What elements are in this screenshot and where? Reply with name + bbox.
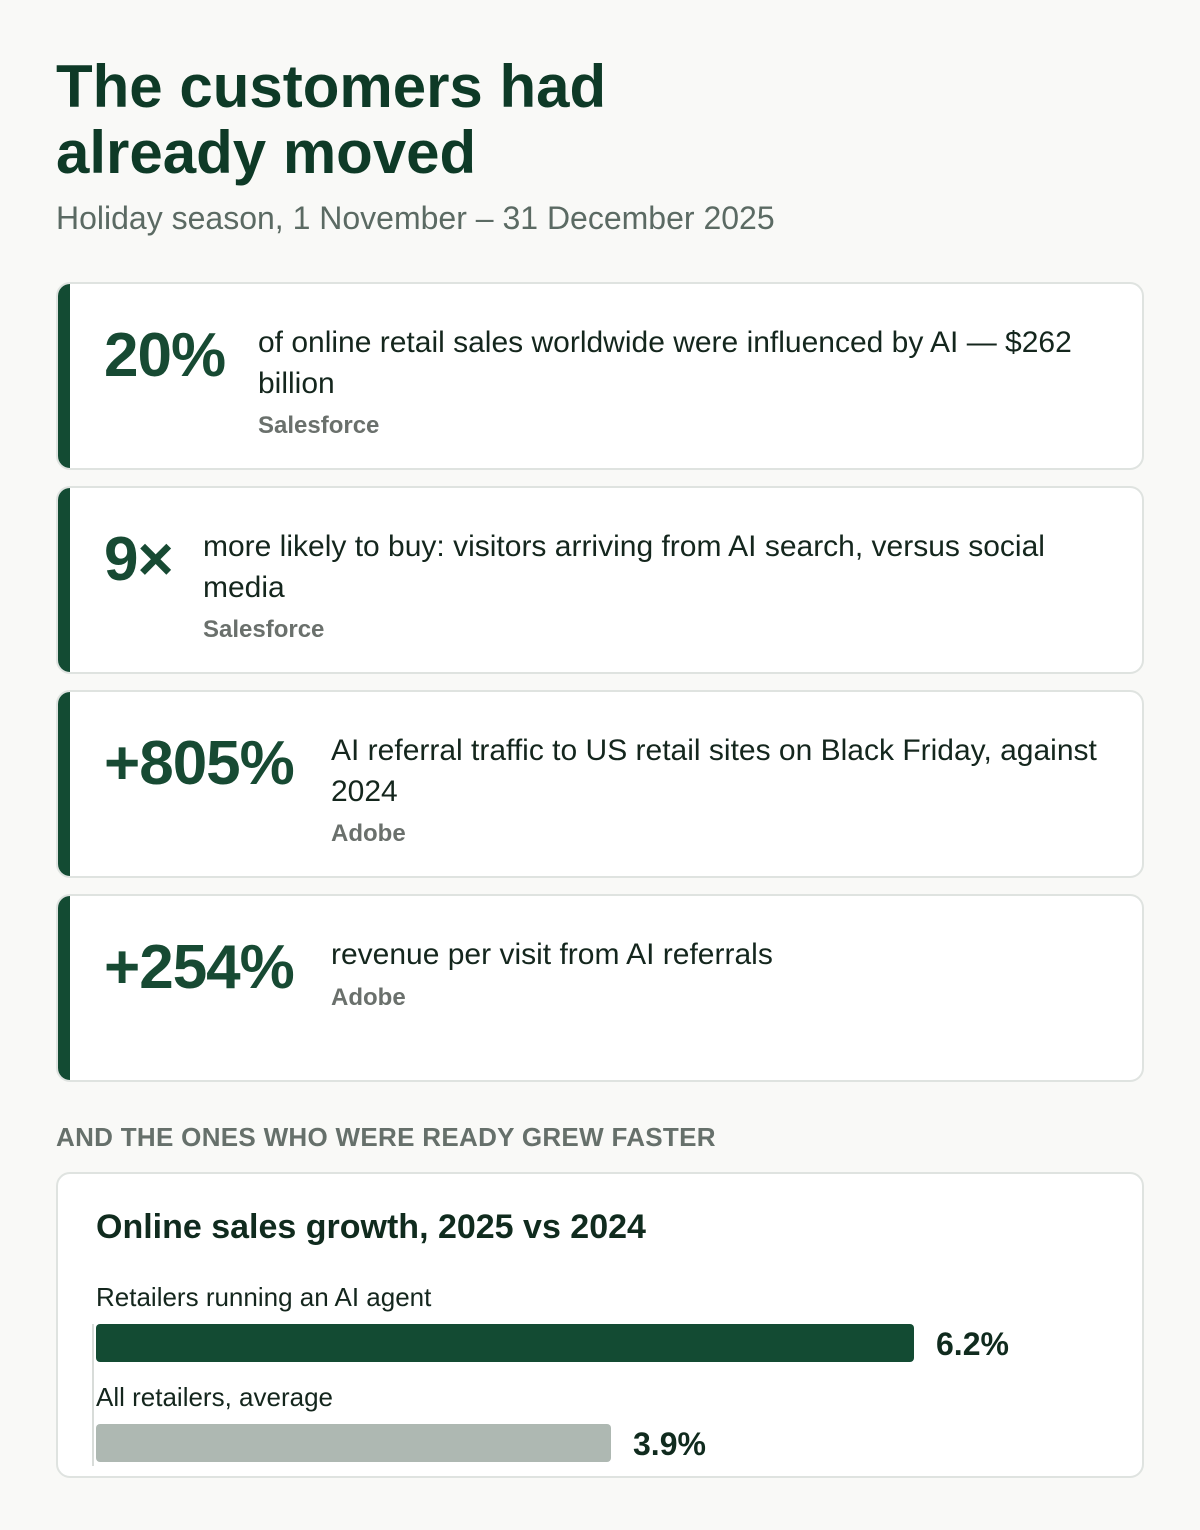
section-label: AND THE ONES WHO WERE READY GREW FASTER <box>56 1122 716 1152</box>
stat-description: more likely to buy: visitors arriving fr… <box>203 530 1045 604</box>
stat-description: revenue per visit from AI referrals <box>331 938 773 971</box>
stat-card-ai-search-conversion: 9× more likely to buy: visitors arriving… <box>56 486 1144 674</box>
stat-card-ai-influenced-sales: 20% of online retail sales worldwide wer… <box>56 282 1144 470</box>
stat-source: Salesforce <box>203 616 325 643</box>
stat-figure: +805% <box>104 729 295 798</box>
stat-description: AI referral traffic to US retail sites o… <box>331 734 1097 808</box>
chart-title: Online sales growth, 2025 vs 2024 <box>96 1208 646 1246</box>
stat-source: Adobe <box>331 820 406 847</box>
stat-figure: +254% <box>104 933 295 1002</box>
stat-figure: 20% <box>104 321 226 390</box>
card-accent-bar <box>58 488 70 672</box>
bar-label-all-retailers: All retailers, average <box>96 1382 333 1412</box>
bar-value-ai-agent: 6.2% <box>936 1326 1009 1362</box>
bar-all-retailers <box>96 1424 611 1462</box>
stat-source: Adobe <box>331 984 406 1011</box>
bar-value-all-retailers: 3.9% <box>633 1426 706 1462</box>
card-accent-bar <box>58 692 70 876</box>
page-subtitle: Holiday season, 1 November – 31 December… <box>56 200 775 236</box>
stat-figure: 9× <box>104 525 174 594</box>
stat-source: Salesforce <box>258 412 380 439</box>
stat-card-black-friday-traffic: +805% AI referral traffic to US retail s… <box>56 690 1144 878</box>
bar-ai-agent <box>96 1324 914 1362</box>
page-title: The customers had already moved <box>56 53 607 186</box>
card-accent-bar <box>58 284 70 468</box>
stat-card-revenue-per-visit: +254% revenue per visit from AI referral… <box>56 894 1144 1082</box>
chart-baseline <box>92 1324 94 1466</box>
stat-description: of online retail sales worldwide were in… <box>258 326 1072 400</box>
bar-label-ai-agent: Retailers running an AI agent <box>96 1282 432 1312</box>
growth-chart-card: Online sales growth, 2025 vs 2024 Retail… <box>56 1172 1144 1478</box>
card-accent-bar <box>58 896 70 1080</box>
